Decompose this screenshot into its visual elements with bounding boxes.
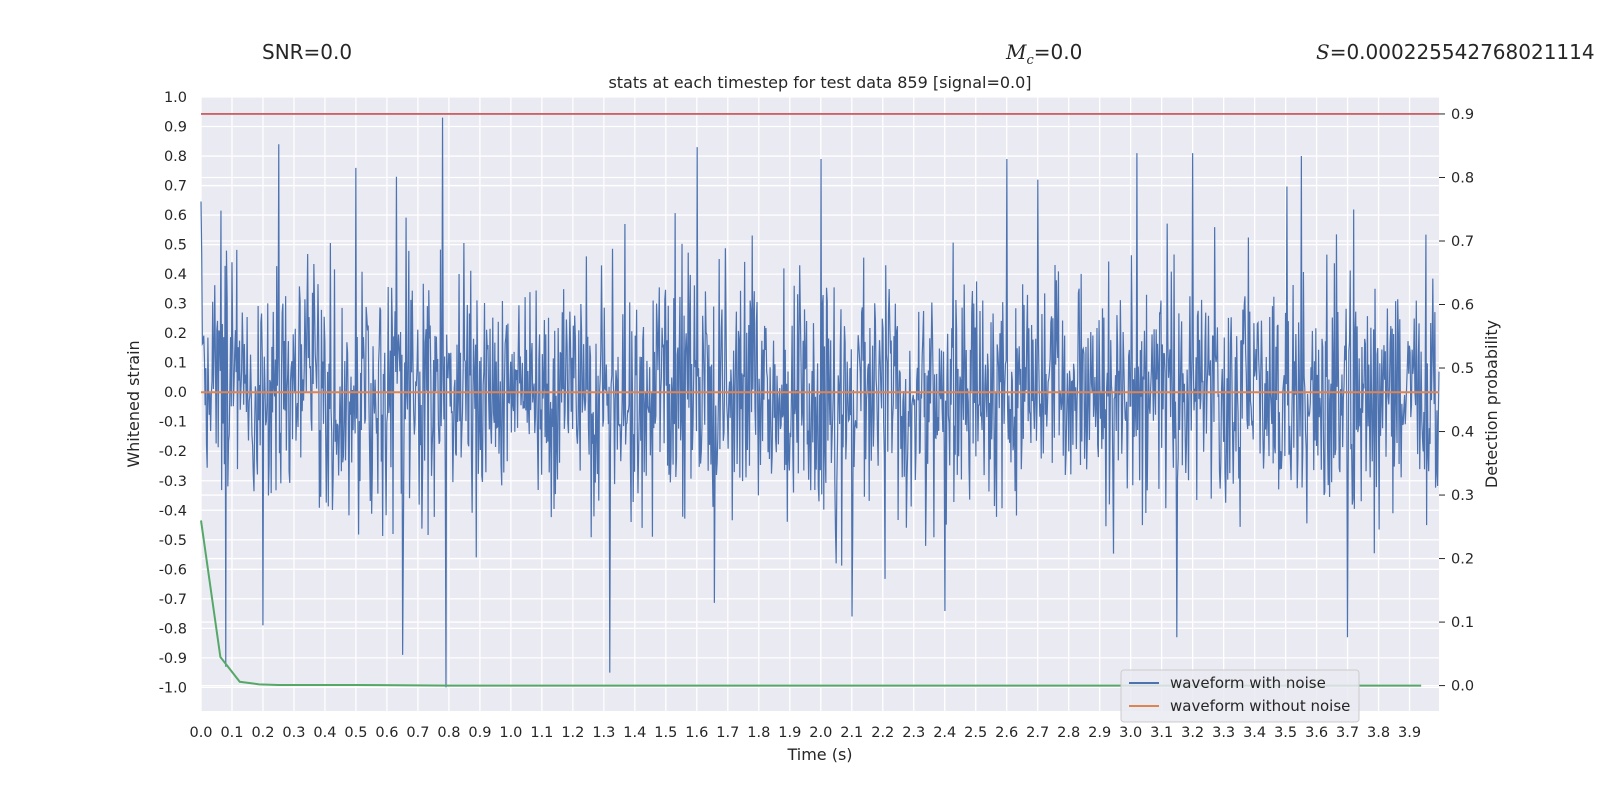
x-tick-label: 2.2 xyxy=(871,725,894,741)
x-tick-label: 1.3 xyxy=(592,725,615,741)
x-tick-label: 0.7 xyxy=(406,725,429,741)
x-tick-label: 3.5 xyxy=(1274,725,1297,741)
series-layer xyxy=(200,113,1440,688)
x-tick-label: 2.5 xyxy=(964,725,987,741)
chirp-mass-subscript: c xyxy=(1026,53,1034,68)
y-tick-label: 0.2 xyxy=(164,326,187,342)
x-tick-label: 3.9 xyxy=(1398,725,1421,741)
y-tick-label: 0.0 xyxy=(164,385,187,401)
x-tick-label: 3.2 xyxy=(1181,725,1204,741)
x-tick-label: 3.8 xyxy=(1367,725,1390,741)
snr-text: SNR=0.0 xyxy=(262,40,353,64)
y-axis-label: Whitened strain xyxy=(124,340,143,467)
x-tick-label: 2.4 xyxy=(933,725,956,741)
s-statistic-symbol: S xyxy=(1316,40,1330,64)
x-tick-label: 3.3 xyxy=(1212,725,1235,741)
y-tick-label: -0.4 xyxy=(159,503,187,519)
x-tick-label: 3.1 xyxy=(1150,725,1173,741)
y2-tick-label: 0.5 xyxy=(1451,361,1474,377)
y-tick-label: 0.7 xyxy=(164,179,187,195)
x-tick-label: 1.5 xyxy=(654,725,677,741)
x-tick-label: 1.6 xyxy=(685,725,708,741)
x-tick-label: 0.3 xyxy=(282,725,305,741)
y-tick-label: -0.8 xyxy=(159,621,187,637)
x-tick-label: 0.4 xyxy=(313,725,336,741)
x-tick-label: 1.7 xyxy=(716,725,739,741)
y2-axis-label: Detection probability xyxy=(1482,320,1501,488)
y-tick-label: -0.1 xyxy=(159,415,187,431)
y2-tick-label: 0.4 xyxy=(1451,425,1474,441)
x-tick-label: 2.6 xyxy=(995,725,1018,741)
x-tick-label: 2.0 xyxy=(809,725,832,741)
x-tick-label: 1.1 xyxy=(530,725,553,741)
legend: waveform with noise waveform without noi… xyxy=(1120,669,1360,723)
chirp-mass-value: =0.0 xyxy=(1033,40,1083,64)
y2-tick-label: 0.6 xyxy=(1451,298,1474,314)
grid-lines xyxy=(200,96,1439,711)
chirp-mass-label: Mc=0.0 xyxy=(1006,40,1082,68)
y2-tick-label: 0.9 xyxy=(1451,107,1474,123)
x-tick-label: 1.8 xyxy=(747,725,770,741)
chart-title: stats at each timestep for test data 859… xyxy=(608,73,1031,92)
x-tick-label: 1.0 xyxy=(499,725,522,741)
s-statistic-label: S=0.000225542768021114 xyxy=(1316,40,1595,64)
x-tick-label: 1.2 xyxy=(561,725,584,741)
x-axis-ticks: 0.0 0.1 0.2 0.3 0.4 0.5 0.6 0.7 0.8 0.9 1.0 1.1 1.2 1… xyxy=(189,725,1421,741)
legend-box xyxy=(1120,669,1360,723)
x-tick-label: 0.1 xyxy=(220,725,243,741)
x-tick-label: 2.9 xyxy=(1088,725,1111,741)
y-tick-label: 0.4 xyxy=(164,267,187,283)
x-tick-label: 0.9 xyxy=(468,725,491,741)
x-tick-label: 2.3 xyxy=(902,725,925,741)
y-tick-label: 0.9 xyxy=(164,120,187,136)
x-tick-label: 3.0 xyxy=(1119,725,1142,741)
x-axis-label: Time (s) xyxy=(786,745,852,764)
snr-label: SNR=0.0 xyxy=(262,40,352,64)
y-tick-label: -0.3 xyxy=(159,474,187,490)
x-tick-label: 0.0 xyxy=(189,725,212,741)
y-tick-label: -0.5 xyxy=(159,533,187,549)
y2-tick-label: 0.2 xyxy=(1451,552,1474,568)
x-tick-label: 2.7 xyxy=(1026,725,1049,741)
y-axis-ticks: 1.0 0.9 0.8 0.7 0.6 0.5 0.4 0.3 0.2 0.1 0.0 -0.1 -0.… xyxy=(159,90,187,696)
chirp-mass-symbol: M xyxy=(1006,40,1027,64)
y2-axis-ticks: 0.9 0.8 0.7 0.6 0.5 0.4 0.3 0.2 0.1 0.0 xyxy=(1439,107,1474,695)
x-tick-label: 2.8 xyxy=(1057,725,1080,741)
y-tick-label: -0.7 xyxy=(159,592,187,608)
x-tick-label: 0.5 xyxy=(344,725,367,741)
y-tick-label: 1.0 xyxy=(164,90,187,106)
y2-tick-label: 0.8 xyxy=(1451,170,1474,186)
series-waveform-with-noise xyxy=(200,117,1440,688)
s-statistic-value: =0.000225542768021114 xyxy=(1329,40,1595,64)
y2-tick-label: 0.3 xyxy=(1451,488,1474,504)
y-tick-label: -0.6 xyxy=(159,562,187,578)
y-tick-label: -0.2 xyxy=(159,444,187,460)
x-tick-label: 0.6 xyxy=(375,725,398,741)
y-tick-label: 0.1 xyxy=(164,356,187,372)
x-tick-label: 3.6 xyxy=(1305,725,1328,741)
legend-label-clean: waveform without noise xyxy=(1170,697,1350,715)
x-tick-label: 3.4 xyxy=(1243,725,1266,741)
y-tick-label: 0.3 xyxy=(164,297,187,313)
x-tick-label: 1.9 xyxy=(778,725,801,741)
legend-label-noise: waveform with noise xyxy=(1170,674,1326,692)
x-tick-label: 3.7 xyxy=(1336,725,1359,741)
y2-tick-label: 0.0 xyxy=(1451,679,1474,695)
y2-tick-label: 0.7 xyxy=(1451,234,1474,250)
y-tick-label: 0.6 xyxy=(164,208,187,224)
x-tick-label: 0.8 xyxy=(437,725,460,741)
x-tick-label: 2.1 xyxy=(840,725,863,741)
y-tick-label: -1.0 xyxy=(159,680,187,696)
x-tick-label: 1.4 xyxy=(623,725,646,741)
series-detection-probability xyxy=(200,520,1422,687)
y2-tick-label: 0.1 xyxy=(1451,615,1474,631)
x-tick-label: 0.2 xyxy=(251,725,274,741)
y-tick-label: 0.8 xyxy=(164,149,187,165)
y-tick-label: -0.9 xyxy=(159,651,187,667)
y-tick-label: 0.5 xyxy=(164,238,187,254)
